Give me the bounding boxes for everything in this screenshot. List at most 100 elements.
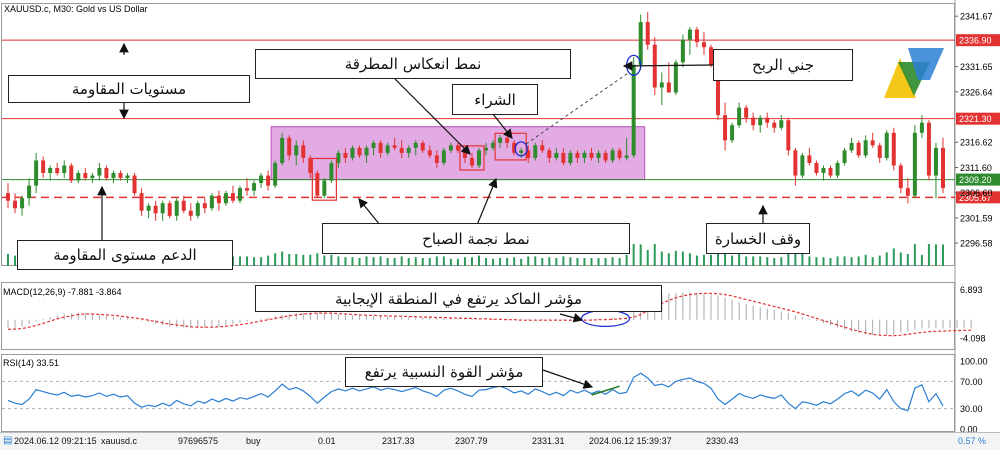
status-profit-percent: 0.57 % xyxy=(958,436,987,446)
logo-yellow-shape xyxy=(884,58,916,98)
candle-body-bear xyxy=(645,22,650,45)
candle-body-bear xyxy=(41,160,46,174)
price-tick-label: 2306.60 xyxy=(960,188,993,198)
volume-bar xyxy=(470,257,473,266)
candle-body-bull xyxy=(111,173,116,179)
price-tick-label: 2311.60 xyxy=(960,163,992,173)
candle-body-bear xyxy=(132,175,137,194)
status-volume: 0.01 xyxy=(318,436,336,446)
volume-bar xyxy=(780,257,783,266)
candle-body-bull xyxy=(863,140,868,156)
candle-body-bear xyxy=(891,132,896,166)
candle-body-bear xyxy=(343,152,348,158)
candle-body-bear xyxy=(202,203,207,209)
candle-body-bull xyxy=(484,147,489,151)
candles xyxy=(6,12,945,221)
macd-tick-label: 6.893 xyxy=(960,285,983,295)
candle-body-bear xyxy=(540,145,545,151)
candle-body-bull xyxy=(371,142,376,148)
volume-bar xyxy=(576,258,579,266)
candle-body-bear xyxy=(83,173,88,179)
candle-body-bull xyxy=(329,162,334,181)
brand-logo xyxy=(884,48,944,98)
candle-body-bull xyxy=(146,205,151,211)
volume-bar xyxy=(344,257,347,266)
volume-bar xyxy=(442,256,445,266)
candle-body-bear xyxy=(723,115,728,141)
candle-body-bull xyxy=(849,142,854,151)
volume-bar xyxy=(681,251,684,266)
candle-body-bear xyxy=(55,168,60,174)
volume-bar xyxy=(724,246,727,266)
level-tag-label: 2321.30 xyxy=(959,114,992,124)
candle-body-bull xyxy=(821,168,826,174)
volume-bar xyxy=(941,244,944,266)
candle-body-bull xyxy=(737,107,742,126)
candle-body-bear xyxy=(701,42,706,48)
volume-bar xyxy=(885,252,888,266)
candle-body-bull xyxy=(631,64,636,156)
volume-bar xyxy=(485,258,488,266)
volume-bar xyxy=(302,254,305,266)
volume-bar xyxy=(604,258,607,266)
macd-signal-line xyxy=(7,292,972,337)
volume-bar xyxy=(562,256,565,266)
volume-bar xyxy=(695,255,698,266)
candle-body-bull xyxy=(294,145,299,156)
volume-bar xyxy=(267,255,270,266)
volume-bar xyxy=(632,244,635,266)
level-tag-label: 2305.67 xyxy=(959,193,992,203)
candle-body-bear xyxy=(512,142,517,153)
candle-body-bull xyxy=(350,147,355,158)
annotation-arrows xyxy=(97,42,768,389)
volume-bar xyxy=(927,244,930,266)
volume-bar xyxy=(906,254,909,266)
volume-bar xyxy=(393,258,396,266)
candle-body-bull xyxy=(610,150,615,161)
volume-bar xyxy=(492,258,495,266)
rsi-tick-label: 0.00 xyxy=(960,425,978,435)
volume-bar xyxy=(365,256,368,266)
volume-bar xyxy=(899,252,902,266)
candle-body-bull xyxy=(491,142,496,148)
volume-bar xyxy=(372,257,375,266)
candle-body-bear xyxy=(118,173,123,179)
volume-bar xyxy=(625,254,628,266)
volume-bar xyxy=(660,251,663,266)
candle-body-bull xyxy=(223,193,228,204)
volume-bar xyxy=(309,254,312,266)
buy-note: الشراء xyxy=(452,84,538,115)
range-box-rect xyxy=(270,126,646,181)
status-close-price: 2330.43 xyxy=(706,436,739,446)
morning-star-arrow-right xyxy=(476,177,498,226)
price-tick-label: 2341.67 xyxy=(960,12,993,22)
range-box xyxy=(270,126,646,181)
volume-bar xyxy=(794,250,797,266)
candle-body-bear xyxy=(772,122,777,128)
volume-bar xyxy=(597,258,600,266)
volume-bar xyxy=(274,253,277,266)
candle-body-bull xyxy=(673,62,678,93)
candle-body-bull xyxy=(406,147,411,153)
volume-bar xyxy=(766,257,769,266)
level-tag-resistance xyxy=(956,112,1000,125)
volume-bar xyxy=(7,254,9,266)
candle-body-bull xyxy=(498,137,503,143)
volume-bar xyxy=(934,244,937,266)
candle-body-bear xyxy=(357,147,362,156)
candle-body-bear xyxy=(716,64,721,116)
candle-body-bull xyxy=(160,203,165,214)
candle-body-bear xyxy=(589,152,594,158)
symbol-title: XAUUSD.c, M30: Gold vs US Dollar xyxy=(4,4,148,14)
volume-bar xyxy=(759,256,762,266)
volume-bar xyxy=(337,256,340,266)
candle-body-bull xyxy=(174,200,179,216)
morning-star-box xyxy=(311,157,337,201)
volume-bar xyxy=(583,258,586,266)
candle-body-bull xyxy=(76,173,81,181)
volume-bar xyxy=(414,257,417,266)
candle-body-bear xyxy=(301,145,306,158)
candle-body-bull xyxy=(835,162,840,176)
candle-body-bull xyxy=(533,145,538,158)
candle-body-bull xyxy=(62,165,67,174)
